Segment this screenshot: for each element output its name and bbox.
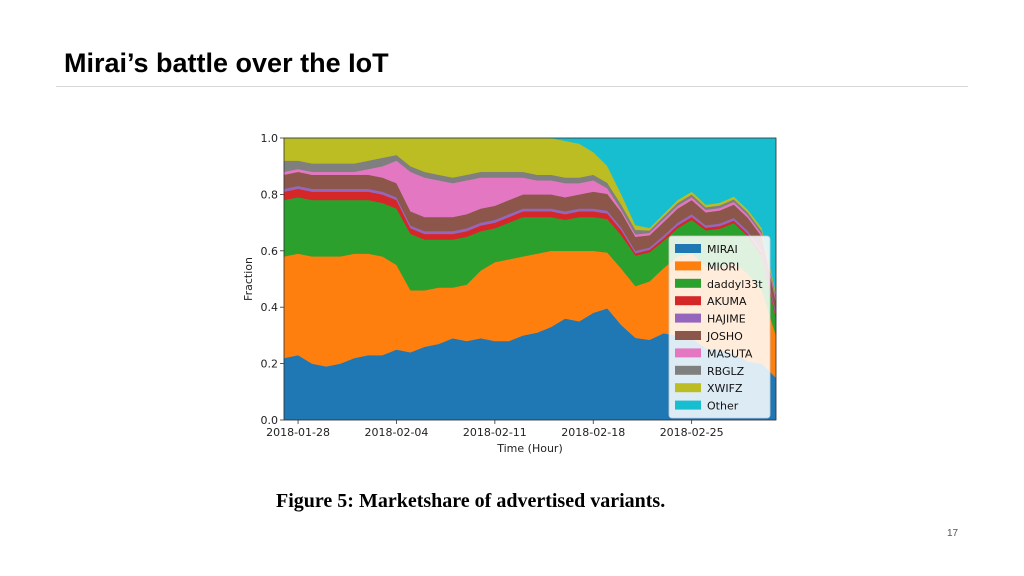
y-axis-label: Fraction — [242, 257, 255, 301]
figure-caption: Figure 5: Marketshare of advertised vari… — [276, 490, 666, 512]
stacked-area-layers — [283, 137, 777, 421]
legend-label: RBGLZ — [707, 365, 745, 378]
x-axis-label: Time (Hour) — [496, 442, 563, 455]
legend-swatch-hajime — [675, 313, 701, 323]
chart-axes: 0.0 0.2 0.4 0.6 0.8 1.0 2018-01-28 2018-02-04 20… — [242, 132, 777, 455]
x-tick-label: 2018-02-25 — [660, 426, 724, 439]
title-divider — [56, 86, 968, 87]
legend-swatch-xwifz — [675, 383, 701, 393]
legend-label: MASUTA — [707, 347, 753, 360]
legend-swatch-akuma — [675, 296, 701, 306]
legend-swatch-rbglz — [675, 365, 701, 375]
chart-legend: MIRAI MIORI daddyl33t AKUMA HAJIME JOSHO MASUT… — [668, 235, 771, 419]
y-tick-label: 0.4 — [261, 301, 279, 314]
x-tick-label: 2018-02-11 — [463, 426, 527, 439]
legend-label: Other — [707, 400, 739, 413]
legend-label: MIORI — [707, 260, 739, 273]
x-tick-label: 2018-02-04 — [364, 426, 428, 439]
slide-title: Mirai’s battle over the IoT — [64, 48, 389, 78]
legend-label: MIRAI — [707, 243, 738, 256]
plot-frame — [283, 137, 777, 421]
legend-label: AKUMA — [707, 295, 747, 308]
x-tick-label: 2018-01-28 — [266, 426, 330, 439]
legend-swatch-daddyl33t — [675, 278, 701, 288]
x-tick-label: 2018-02-18 — [561, 426, 625, 439]
y-tick-label: 0.0 — [261, 414, 279, 427]
y-tick-label: 0.2 — [261, 358, 279, 371]
legend-swatch-masuta — [675, 348, 701, 358]
legend-swatch-miori — [675, 261, 701, 271]
legend-label: JOSHO — [706, 330, 743, 343]
legend-swatch-josho — [675, 331, 701, 340]
legend-label: daddyl33t — [707, 278, 763, 291]
page-number: 17 — [947, 528, 959, 539]
y-tick-label: 1.0 — [261, 132, 279, 145]
legend-label: XWIFZ — [707, 382, 743, 395]
marketshare-chart: 0.0 0.2 0.4 0.6 0.8 1.0 2018-01-28 2018-02-04 20… — [242, 132, 777, 455]
legend-swatch-other — [675, 400, 701, 410]
y-tick-label: 0.6 — [261, 245, 279, 258]
legend-swatch-mirai — [675, 244, 701, 253]
legend-label: HAJIME — [707, 313, 746, 326]
y-tick-label: 0.8 — [261, 188, 279, 201]
